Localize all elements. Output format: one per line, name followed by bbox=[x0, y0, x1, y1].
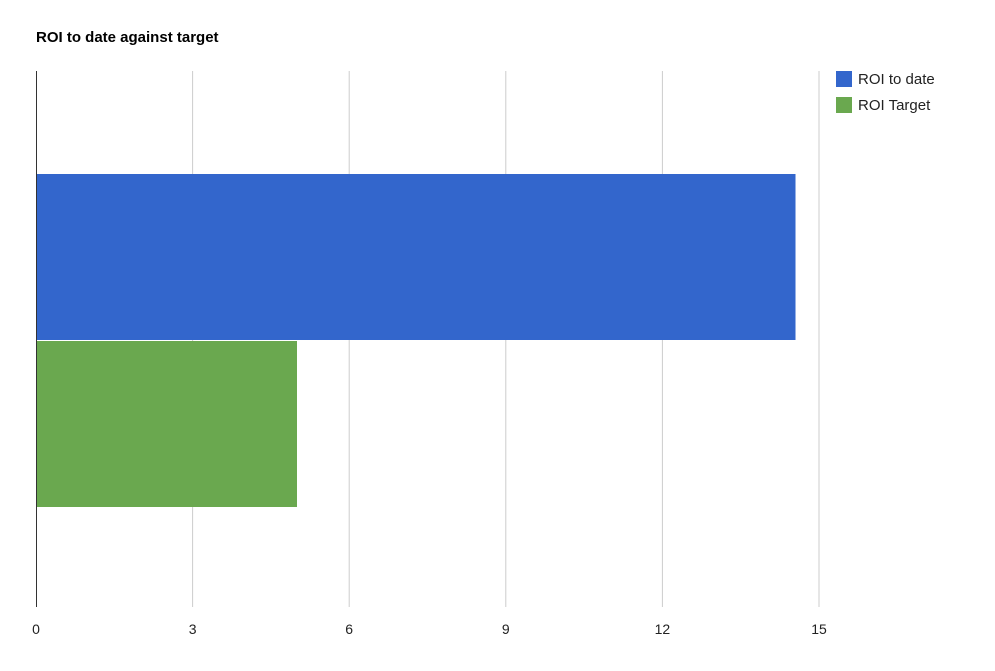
legend-swatch-roi-to-date bbox=[836, 71, 852, 87]
x-tick-label-0: 0 bbox=[32, 621, 40, 637]
bars bbox=[36, 174, 796, 507]
legend: ROI to date ROI Target bbox=[836, 71, 935, 114]
chart-title: ROI to date against target bbox=[36, 29, 219, 46]
x-tick-label-9: 9 bbox=[502, 621, 510, 637]
bar-roi-target[interactable] bbox=[36, 341, 297, 507]
x-tick-label-15: 15 bbox=[811, 621, 827, 637]
x-tick-label-6: 6 bbox=[345, 621, 353, 637]
legend-label-roi-target: ROI Target bbox=[858, 97, 931, 114]
x-tick-label-12: 12 bbox=[655, 621, 671, 637]
bar-roi-to-date[interactable] bbox=[36, 174, 796, 340]
x-tick-label-3: 3 bbox=[189, 621, 197, 637]
legend-swatch-roi-target bbox=[836, 97, 852, 113]
legend-label-roi-to-date: ROI to date bbox=[858, 71, 935, 88]
x-tick-labels: 0 3 6 9 12 15 bbox=[32, 621, 827, 637]
